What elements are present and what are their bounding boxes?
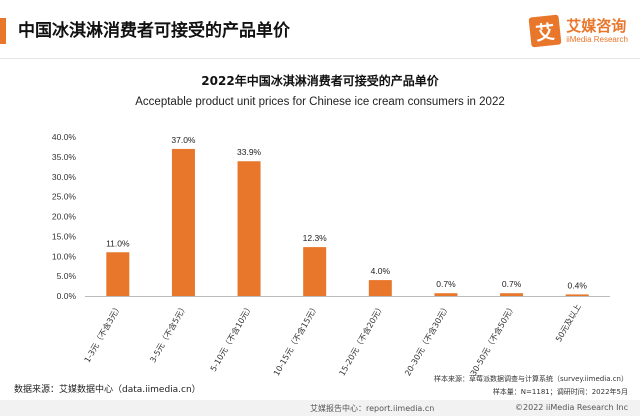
y-tick-label: 40.0% — [52, 132, 77, 142]
x-tick-label: 30-50元（不含50元） — [468, 302, 517, 378]
data-label: 12.3% — [303, 233, 328, 243]
bar — [434, 293, 458, 296]
bar — [237, 161, 261, 296]
data-label: 4.0% — [371, 266, 391, 276]
chart-subtitle: Acceptable product unit prices for Chine… — [135, 96, 505, 108]
x-tick-label: 20-30元（不含30元） — [402, 302, 451, 378]
data-label: 0.7% — [502, 279, 522, 289]
x-tick-label: 15-20元（不含20元） — [337, 302, 386, 378]
bar — [565, 294, 589, 296]
x-tick-label: 50元及以上 — [554, 303, 583, 344]
data-label: 11.0% — [106, 238, 130, 248]
data-label: 37.0% — [171, 135, 196, 145]
x-tick-label: 3-5元（不含5元） — [147, 302, 189, 364]
iimedia-logo: 艾 艾媒咨询 iiMedia Research — [528, 14, 628, 48]
y-tick-label: 20.0% — [52, 212, 77, 222]
x-tick-label: 10-15元（不含15元） — [271, 302, 320, 378]
y-tick-label: 25.0% — [52, 192, 77, 202]
bar — [500, 293, 524, 296]
y-tick-label: 30.0% — [52, 172, 77, 182]
logo-name-en: iiMedia Research — [566, 34, 628, 44]
bar — [106, 252, 130, 296]
logo-name-cn: 艾媒咨询 — [566, 16, 627, 35]
bar — [368, 280, 392, 296]
y-tick-label: 10.0% — [52, 251, 77, 261]
title-accent-bar — [0, 18, 6, 44]
bar — [303, 247, 327, 296]
y-tick-label: 35.0% — [52, 152, 77, 162]
data-label: 0.4% — [568, 280, 588, 290]
sample-source: 样本来源：草莓派数据调查与计算系统（survey.iimedia.cn） — [434, 375, 628, 383]
x-tick-label: 1-3元（不含3元） — [82, 302, 124, 364]
sample-size: 样本量：N=1181；调研时间：2022年5月 — [492, 388, 628, 396]
data-label: 33.9% — [237, 147, 262, 157]
bottom-bar: 艾媒报告中心：report.iimedia.cn ©2022 iiMedia R… — [0, 400, 640, 416]
copyright: ©2022 iiMedia Research Inc — [515, 403, 628, 412]
logo-text: 艾媒咨询 iiMedia Research — [566, 16, 628, 45]
chart-title: 2022年中国冰淇淋消费者可接受的产品单价 — [201, 74, 439, 88]
data-label: 0.7% — [436, 279, 456, 289]
report-center-link[interactable]: 艾媒报告中心：report.iimedia.cn — [310, 404, 435, 413]
header-divider — [0, 58, 640, 59]
page-title: 中国冰淇淋消费者可接受的产品单价 — [18, 21, 290, 41]
data-source: 数据来源：艾媒数据中心（data.iimedia.cn） — [14, 385, 201, 395]
bar — [171, 148, 195, 296]
x-tick-label: 5-10元（不含10元） — [208, 302, 255, 373]
y-tick-label: 15.0% — [52, 231, 77, 241]
y-tick-label: 5.0% — [57, 271, 77, 281]
y-tick-label: 0.0% — [57, 291, 77, 301]
